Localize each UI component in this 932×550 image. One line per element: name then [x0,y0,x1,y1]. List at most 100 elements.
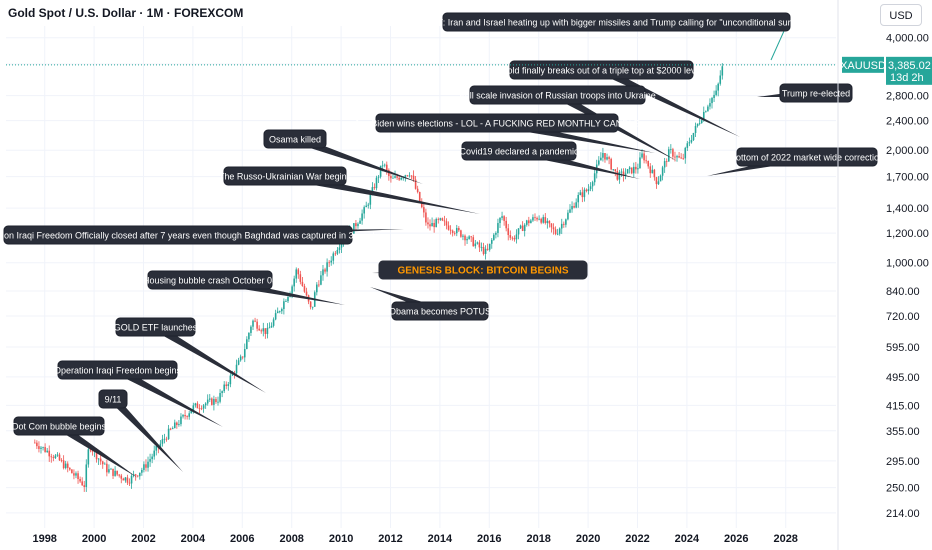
candle-body [447,225,450,230]
candle-body [208,398,211,400]
candle-body [340,243,343,248]
candle-body [54,455,57,459]
annotation-callout[interactable]: Joe Biden wins elections - LOL - A FUCKI… [354,113,655,153]
candle-body [176,422,178,425]
candle-body [575,202,577,208]
annotation-callout[interactable]: GENESIS BLOCK: BITCOIN BEGINS [372,260,588,280]
y-tick-label: 1,200.00 [886,228,929,240]
annotation-callout[interactable]: Operation Iraqi Freedom Officially close… [0,225,404,245]
candle-body [77,473,79,479]
candle-body [363,207,365,214]
callout-text: Housing bubble crash October 08 [143,276,277,286]
candle-body [153,450,156,457]
candle-body [420,201,423,208]
candle-body [81,481,83,486]
candle-body [326,262,328,272]
annotation-callout[interactable]: Osama killed [263,129,423,184]
candle-body [390,176,392,179]
candle-body [614,169,617,172]
candle-body [624,173,627,176]
annotation-callout[interactable]: Obama becomes POTUS [370,287,491,321]
callout-text: Bottom of 2022 market wide correction [730,153,884,163]
candle-body [490,239,493,244]
candle-body [637,168,639,170]
candle-body [412,175,415,180]
candle-body [443,220,446,222]
candle-body [264,328,267,335]
candle-body [301,281,304,287]
candle-body [204,403,207,406]
annotation-callout[interactable]: The Russo-Ukrainian War begins [219,166,480,214]
candle-body [577,195,580,203]
candle-body [639,157,641,169]
candle-body [441,218,444,221]
candle-body [95,450,98,460]
x-tick-label: 2014 [428,533,453,545]
candle-body [69,467,71,470]
candle-body [318,284,320,286]
y-tick-label: 214.00 [886,508,920,520]
candle-body [361,213,363,221]
candle-body [206,399,209,404]
x-tick-label: 2006 [230,533,254,545]
candle-body [377,176,380,178]
candle-body [667,149,670,162]
candle-body [110,468,112,470]
candle-body [534,217,536,218]
annotation-layer: TODAY: Iran and Israel heating up with b… [0,12,884,478]
annotation-callout[interactable]: Dot Com bubble begins [12,416,138,478]
candle-body [536,217,538,220]
y-tick-label: 495.00 [886,372,920,384]
callout-pointer [293,135,423,184]
candle-body [101,461,104,465]
callout-pointer [770,30,785,61]
candle-body [309,301,312,308]
candle-body [262,328,265,332]
candle-body [357,223,359,227]
candle-body [550,223,553,228]
candle-body [392,177,394,179]
annotation-callout[interactable]: Operation Iraqi Freedom begins [54,360,223,427]
candle-body [89,449,92,451]
callout-text: Full scale invasion of Russian troops in… [459,91,656,101]
candle-body [50,456,53,458]
currency-selector-button[interactable]: USD [880,4,922,26]
candle-body [303,286,306,292]
candle-body [272,319,275,326]
candle-body [155,446,158,451]
candle-body [406,175,409,177]
candle-body [83,485,86,487]
candle-body [445,221,448,226]
candle-body [375,177,378,189]
candle-body [713,94,715,98]
annotation-callout[interactable]: Trump re-elected [757,83,853,103]
candle-body [665,161,668,162]
candle-body [431,222,433,227]
candle-body [196,403,199,409]
candle-body [122,478,125,481]
candle-body [36,442,38,447]
candle-body [186,416,188,418]
candle-body [60,460,63,461]
annotation-callout[interactable]: Covid19 declared a pandemic [459,141,640,179]
annotation-callout[interactable]: Bottom of 2022 market wide correction [707,147,884,176]
candle-body [246,339,248,349]
annotation-callout[interactable]: Gold finally breaks out of a triple top … [500,60,740,137]
candle-body [569,209,571,213]
annotation-callout[interactable]: 9/11 [98,389,183,472]
x-tick-label: 2000 [82,533,106,545]
candle-body [287,296,289,302]
annotation-callout[interactable]: Housing bubble crash October 08 [143,270,345,305]
candle-body [694,126,697,133]
candle-body [538,218,540,220]
candle-body [719,75,722,84]
candle-body [659,175,662,182]
candle-body [480,246,483,248]
annotation-callout[interactable]: TODAY: Iran and Israel heating up with b… [413,12,820,61]
candle-body [544,217,547,223]
candle-body [591,182,594,187]
callout-text: 9/11 [105,395,122,405]
candle-body [702,111,705,121]
annotation-callout[interactable]: GOLD ETF launches [114,317,266,393]
